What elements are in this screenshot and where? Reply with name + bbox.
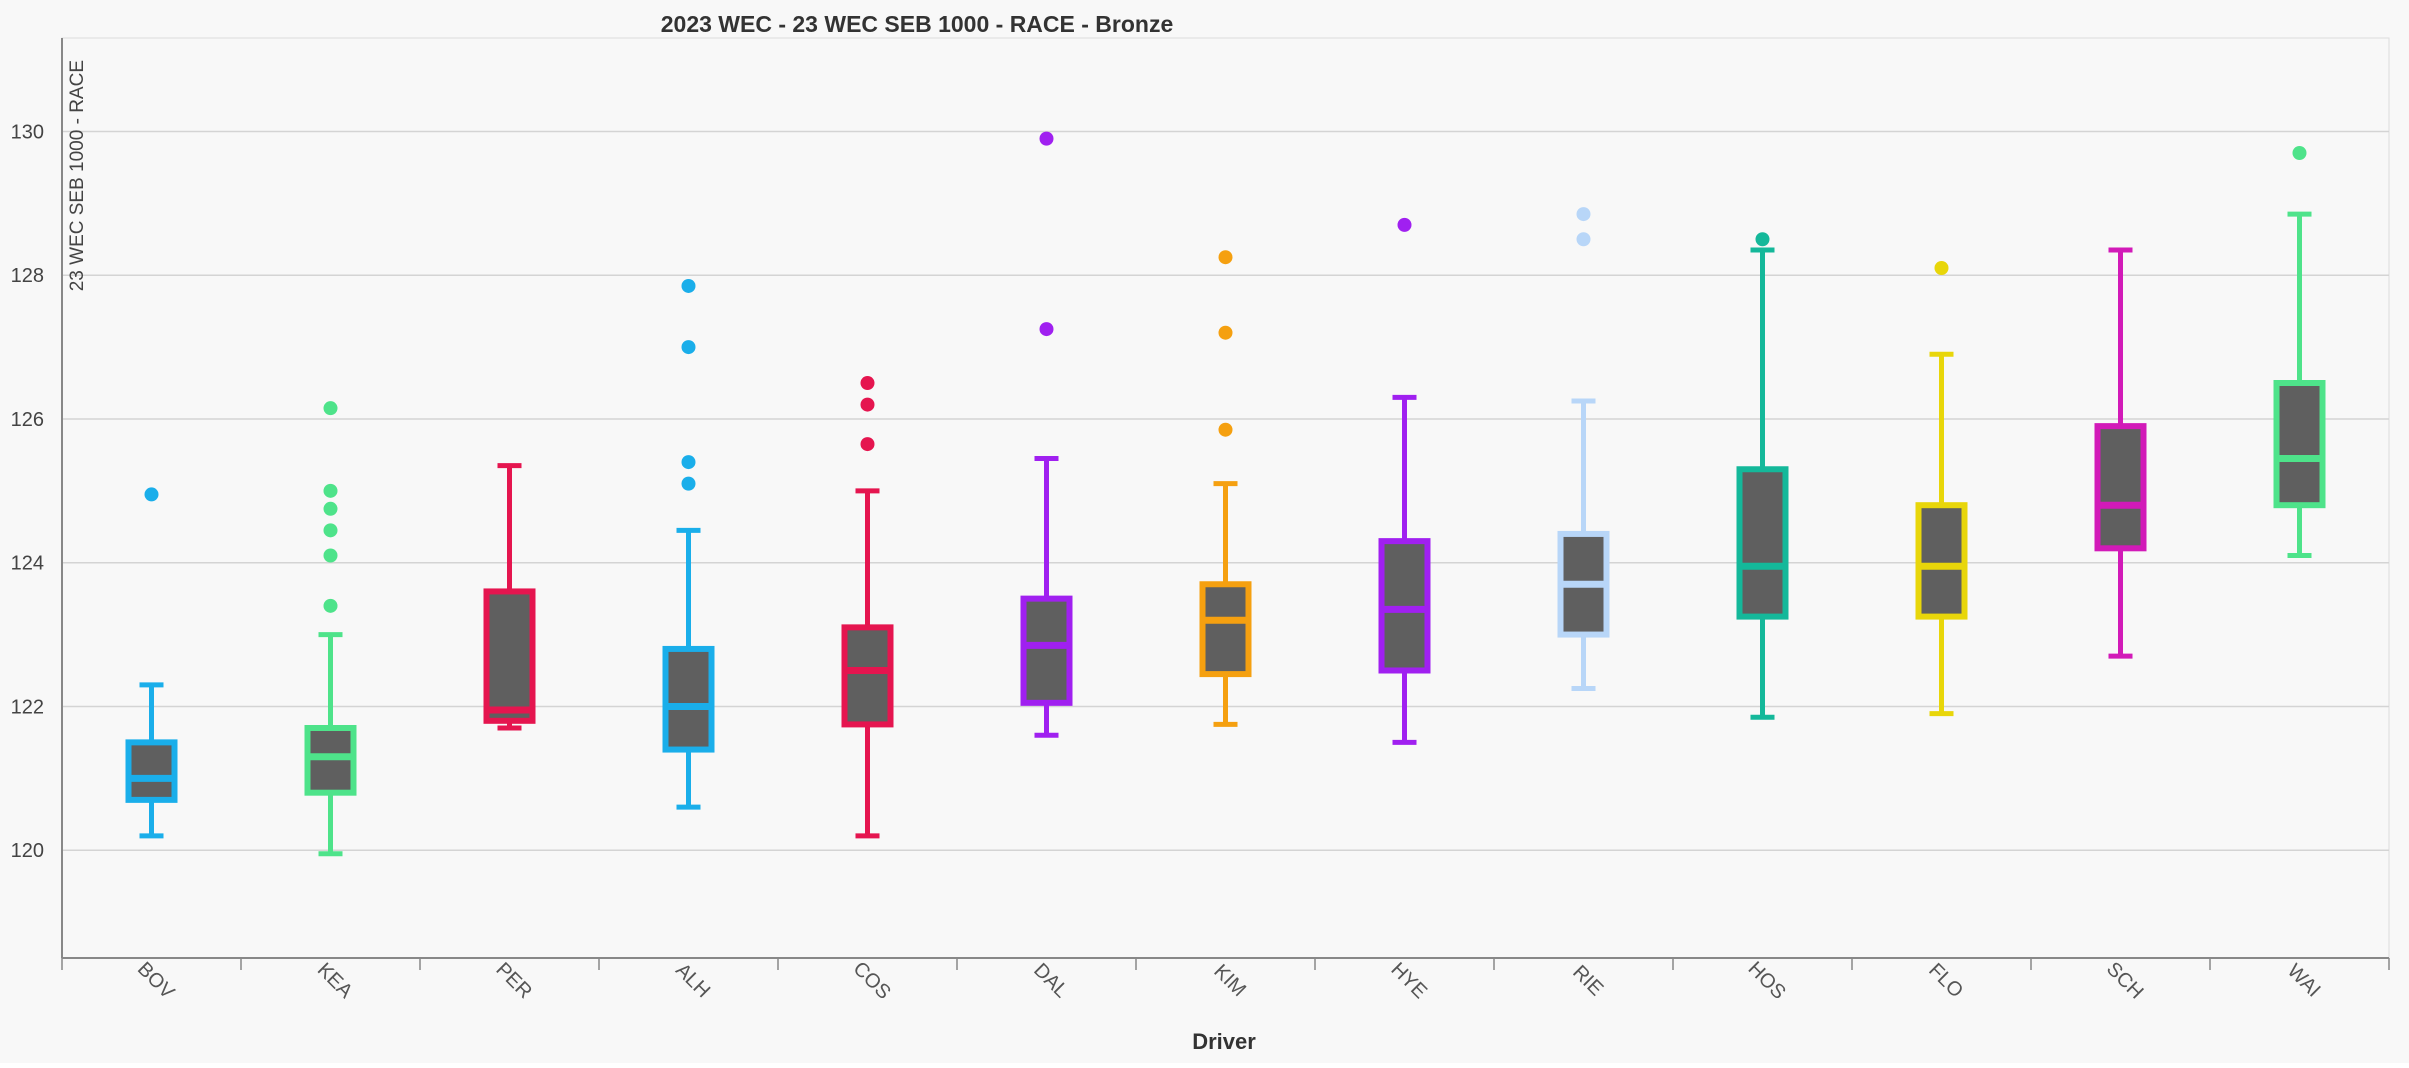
box-bov — [125, 487, 178, 839]
outlier-point — [323, 501, 338, 516]
outlier-point — [144, 487, 159, 502]
outlier-point — [681, 455, 696, 470]
box-hye — [1378, 217, 1431, 745]
x-tick-label: HYE — [1386, 958, 1431, 1003]
outlier-point — [681, 340, 696, 355]
iqr-box — [2094, 423, 2147, 552]
x-tick-label: FLO — [1924, 959, 1967, 1002]
y-tick-label: 128 — [11, 265, 44, 287]
outlier-point — [1218, 422, 1233, 437]
outlier-point — [323, 401, 338, 416]
x-tick-label: WAI — [2283, 960, 2325, 1002]
outlier-point — [860, 437, 875, 452]
axes — [61, 38, 2389, 959]
box-flo — [1915, 261, 1968, 717]
box-kea — [304, 401, 357, 857]
y-axis-label: 23 WEC SEB 1000 - RACE — [67, 60, 88, 291]
outlier-point — [1039, 131, 1054, 146]
box-alh — [662, 278, 715, 810]
box-kim — [1199, 250, 1252, 727]
outlier-point — [860, 376, 875, 390]
iqr-box — [1199, 581, 1252, 678]
y-ticks: 120 122 124 126 128 130 — [11, 121, 44, 862]
box-sch — [2094, 247, 2147, 659]
x-tick-label: RIE — [1568, 961, 1607, 1000]
x-axis-label: Driver — [1192, 1029, 1256, 1054]
box-cos — [841, 376, 894, 839]
box-rie — [1557, 207, 1610, 691]
outlier-point — [2292, 146, 2307, 160]
box-dal — [1020, 131, 1073, 738]
box-wai — [2273, 146, 2326, 558]
outlier-point — [323, 598, 338, 613]
boxes — [125, 131, 2326, 857]
iqr-box — [1915, 502, 1968, 620]
outlier-point — [860, 397, 875, 412]
x-tick-label: COS — [849, 958, 895, 1004]
iqr-box — [304, 725, 357, 796]
x-tick-label: BOV — [133, 958, 179, 1004]
iqr-box — [1020, 595, 1073, 706]
iqr-box — [2273, 380, 2326, 509]
x-tick-label: ALH — [671, 959, 714, 1002]
y-tick-label: 120 — [11, 840, 44, 862]
x-ticks: BOV KEA PER ALH COS DAL KIM HYE RIE HOS FLO SCH WAI — [61, 958, 2390, 1004]
outlier-point — [1755, 232, 1770, 247]
y-tick-label: 124 — [11, 553, 44, 575]
outlier-point — [1218, 250, 1233, 265]
outlier-point — [681, 476, 696, 491]
x-tick-label: KIM — [1209, 960, 1250, 1001]
iqr-box — [1378, 538, 1431, 674]
iqr-box — [841, 624, 894, 728]
x-tick-label: PER — [491, 958, 536, 1003]
box-per — [483, 463, 536, 731]
chart-title: 2023 WEC - 23 WEC SEB 1000 - RACE - Bron… — [661, 11, 1174, 37]
outlier-point — [323, 483, 338, 498]
outlier-point — [1576, 232, 1591, 247]
outlier-point — [1397, 217, 1412, 232]
iqr-box — [483, 588, 536, 724]
outlier-point — [1218, 325, 1233, 340]
outlier-point — [681, 278, 696, 293]
y-tick-label: 126 — [11, 409, 44, 431]
gridlines — [62, 130, 2389, 851]
outlier-point — [1039, 322, 1054, 337]
outlier-point — [323, 548, 338, 563]
outlier-point — [1934, 261, 1949, 275]
x-tick-label: DAL — [1029, 959, 1072, 1002]
iqr-box — [662, 645, 715, 753]
x-tick-label: KEA — [313, 959, 357, 1003]
iqr-box — [1736, 466, 1789, 620]
y-tick-label: 122 — [11, 696, 44, 718]
outlier-point — [323, 523, 338, 538]
x-tick-label: SCH — [2102, 958, 2147, 1003]
box-hos — [1736, 232, 1789, 720]
iqr-box — [125, 739, 178, 803]
y-tick-label: 130 — [11, 121, 44, 143]
x-tick-label: HOS — [1744, 958, 1790, 1004]
outlier-point — [1576, 207, 1591, 222]
